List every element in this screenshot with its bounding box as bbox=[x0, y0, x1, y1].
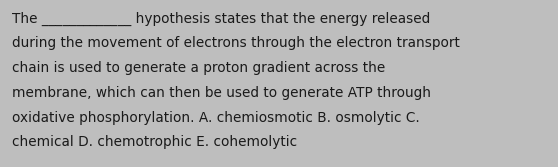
Text: during the movement of electrons through the electron transport: during the movement of electrons through… bbox=[12, 36, 460, 50]
Text: membrane, which can then be used to generate ATP through: membrane, which can then be used to gene… bbox=[12, 86, 431, 100]
Text: chain is used to generate a proton gradient across the: chain is used to generate a proton gradi… bbox=[12, 61, 386, 75]
Text: The _____________ hypothesis states that the energy released: The _____________ hypothesis states that… bbox=[12, 12, 431, 26]
Text: oxidative phosphorylation. A. chemiosmotic B. osmolytic C.: oxidative phosphorylation. A. chemiosmot… bbox=[12, 111, 420, 125]
Text: chemical D. chemotrophic E. cohemolytic: chemical D. chemotrophic E. cohemolytic bbox=[12, 135, 297, 149]
